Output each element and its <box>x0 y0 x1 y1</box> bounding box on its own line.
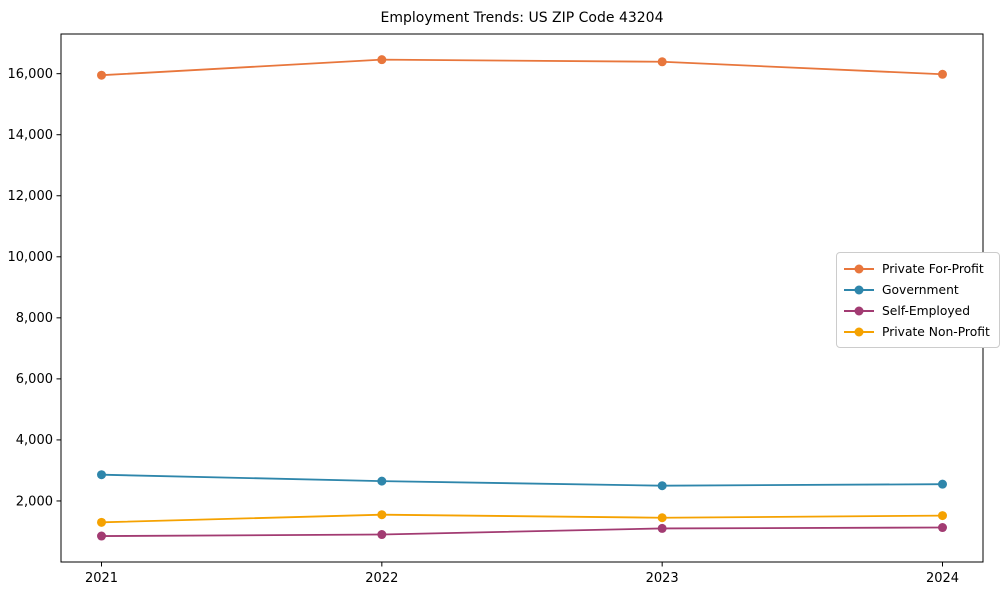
x-tick-label: 2023 <box>646 571 679 586</box>
series-marker-self-employed <box>377 530 387 540</box>
series-marker-government <box>938 479 947 489</box>
series-marker-private-non-profit <box>97 517 106 527</box>
chart-title: Employment Trends: US ZIP Code 43204 <box>380 10 664 26</box>
legend-marker-icon <box>844 326 874 337</box>
y-tick-label: 8,000 <box>16 311 53 326</box>
y-tick-label: 16,000 <box>8 67 54 82</box>
legend-marker-icon <box>844 305 874 316</box>
y-tick-label: 6,000 <box>16 372 53 387</box>
series-marker-government <box>97 470 106 480</box>
series-marker-self-employed <box>938 523 947 533</box>
x-tick-label: 2022 <box>365 571 398 586</box>
legend-marker-icon <box>844 284 874 295</box>
series-line-private-for-profit <box>100 58 944 77</box>
y-tick-label: 14,000 <box>8 128 54 143</box>
series-line-government <box>100 473 944 487</box>
series-marker-private-for-profit <box>938 69 947 79</box>
series-marker-private-non-profit <box>938 511 947 521</box>
series-line-self-employed <box>100 526 944 537</box>
chart-legend: Private For-Profit Government Self-Employe… <box>836 252 1000 348</box>
x-tick-label: 2021 <box>85 571 118 586</box>
y-tick-label: 4,000 <box>16 433 53 448</box>
series-marker-private-for-profit <box>97 70 106 80</box>
legend-item-private-non-profit: Private Non-Profit <box>844 323 990 340</box>
series-marker-government <box>657 481 667 491</box>
y-tick-label: 12,000 <box>8 189 54 204</box>
legend-label: Self-Employed <box>882 303 971 318</box>
series-marker-self-employed <box>657 523 667 533</box>
series-line-private-non-profit <box>100 513 944 524</box>
legend-label: Private Non-Profit <box>882 324 990 339</box>
series-marker-private-for-profit <box>657 57 667 67</box>
legend-item-government: Government <box>844 281 990 298</box>
x-tick-label: 2024 <box>926 571 959 586</box>
legend-label: Private For-Profit <box>882 261 984 276</box>
series-marker-private-non-profit <box>377 510 387 520</box>
series-marker-private-for-profit <box>377 55 387 65</box>
y-tick-label: 10,000 <box>8 250 54 265</box>
legend-marker-icon <box>844 263 874 274</box>
y-tick-label: 2,000 <box>16 494 53 509</box>
series-marker-self-employed <box>97 531 106 541</box>
series-marker-private-non-profit <box>657 513 667 523</box>
legend-item-self-employed: Self-Employed <box>844 302 990 319</box>
legend-label: Government <box>882 282 959 297</box>
legend-item-private-for-profit: Private For-Profit <box>844 260 990 277</box>
series-marker-government <box>377 476 387 486</box>
